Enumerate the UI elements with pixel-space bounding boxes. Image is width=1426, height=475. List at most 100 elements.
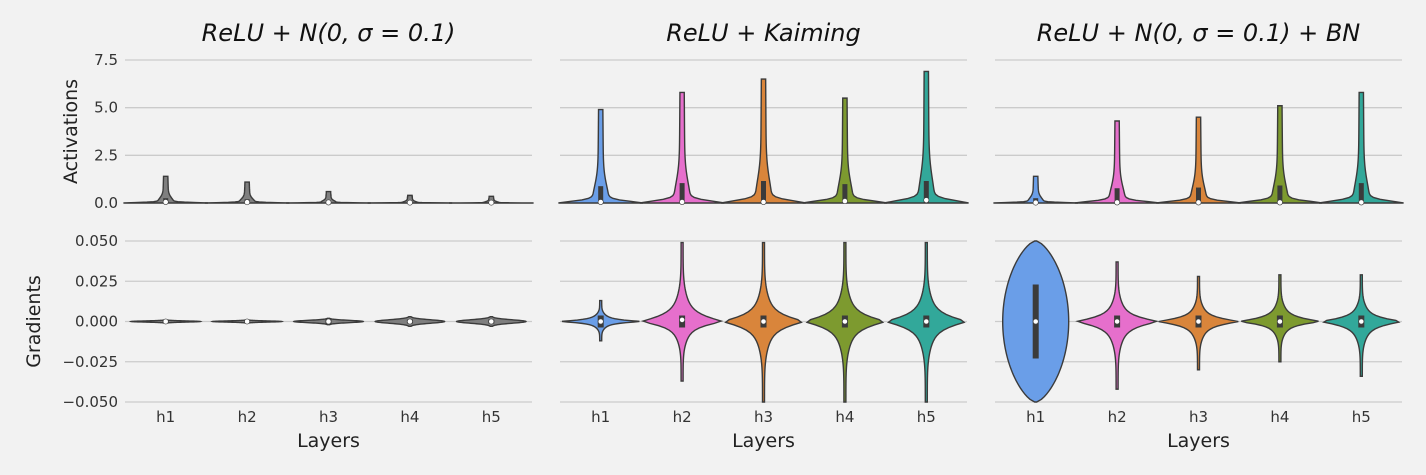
- box-activation-1-h4: [842, 184, 848, 203]
- violin-activation-2-h5: [1318, 91, 1404, 204]
- xlabel-0: Layers: [297, 430, 360, 452]
- ytick-gradients-2: 0.000: [75, 313, 118, 331]
- xlabel-2: Layers: [1167, 430, 1230, 452]
- xtick-2-h1: h1: [1026, 408, 1045, 426]
- median-activation-1-h2: [679, 199, 685, 205]
- violin-activation-2-h3: [1156, 116, 1241, 204]
- box-activation-1-h1: [598, 186, 604, 203]
- ytick-activations-3: 7.5: [94, 51, 118, 69]
- panel-title-2-part-5: = 0.1) +: [1208, 19, 1326, 47]
- ytick-activations-0: 0.0: [94, 194, 118, 212]
- median-activation-2-h5: [1358, 199, 1365, 206]
- panel-title-2-part-2: N: [1135, 19, 1153, 47]
- panel-title-0: ReLU + N(0, σ = 0.1): [202, 19, 456, 47]
- ylabel-gradients: Gradients: [23, 275, 45, 368]
- median-activation-1-h1: [597, 199, 604, 205]
- xtick-2-h5: h5: [1352, 408, 1371, 426]
- median-gradient-1-h5: [923, 318, 930, 325]
- median-gradient-0-h5: [488, 318, 495, 325]
- violin-activation-0-h4: [367, 194, 453, 204]
- violin-activation-0-h3: [286, 190, 371, 204]
- violin-activation-0-h1: [123, 175, 209, 204]
- median-activation-1-h3: [760, 199, 767, 205]
- violin-activation-1-h5: [883, 70, 969, 204]
- panel-title-0-part-0: ReLU: [202, 19, 265, 47]
- median-gradient-0-h2: [244, 318, 250, 325]
- ytick-gradients-0: −0.050: [62, 393, 118, 411]
- xtick-2-h4: h4: [1270, 408, 1289, 426]
- ytick-activations-1: 2.5: [94, 146, 118, 164]
- box-activation-1-h3: [761, 181, 766, 203]
- ytick-gradients-3: 0.025: [75, 272, 118, 290]
- ytick-gradients-4: 0.050: [75, 232, 118, 250]
- xtick-0-h2: h2: [238, 408, 257, 426]
- median-gradient-2-h5: [1358, 318, 1365, 325]
- median-gradient-1-h1: [597, 318, 604, 325]
- xtick-1-h4: h4: [835, 408, 854, 426]
- violin-activation-0-h2: [204, 181, 290, 204]
- median-gradient-1-h2: [679, 316, 685, 323]
- ytick-gradients-1: −0.025: [62, 353, 118, 371]
- median-activation-0-h3: [325, 199, 332, 206]
- median-activation-0-h4: [406, 199, 413, 206]
- violin-activation-1-h1: [558, 108, 644, 204]
- median-activation-2-h1: [1032, 199, 1039, 206]
- panel-title-2-part-3: (0,: [1152, 19, 1192, 47]
- median-gradient-0-h3: [325, 318, 332, 325]
- violin-activation-2-h1: [993, 175, 1079, 204]
- panel-title-0-part-5: = 0.1): [372, 19, 455, 47]
- panel-title-0-part-1: +: [264, 19, 299, 47]
- xtick-1-h2: h2: [673, 408, 692, 426]
- box-activation-1-h5: [923, 181, 929, 203]
- violin-activation-2-h2: [1074, 120, 1160, 204]
- median-activation-1-h5: [923, 197, 930, 204]
- median-activation-2-h4: [1277, 199, 1283, 206]
- xtick-1-h5: h5: [917, 408, 936, 426]
- xtick-0-h4: h4: [400, 408, 419, 426]
- panel-title-2-part-6: BN: [1326, 19, 1360, 47]
- ylabel-activations: Activations: [60, 79, 82, 184]
- panel-title-2-part-1: +: [1099, 19, 1134, 47]
- panel-title-2-part-0: ReLU: [1037, 19, 1100, 47]
- xtick-0-h3: h3: [319, 408, 338, 426]
- panel-title-1-part-2: Kaiming: [764, 19, 861, 47]
- panel-title-2: ReLU + N(0, σ = 0.1) + BN: [1037, 19, 1361, 47]
- median-gradient-2-h3: [1195, 318, 1202, 325]
- median-gradient-2-h4: [1277, 318, 1283, 325]
- violin-activation-2-h4: [1237, 105, 1323, 204]
- median-gradient-0-h4: [406, 318, 413, 325]
- xtick-1-h3: h3: [754, 408, 773, 426]
- ytick-activations-2: 5.0: [94, 99, 118, 117]
- panel-title-1: ReLU + Kaiming: [666, 19, 861, 47]
- xtick-2-h2: h2: [1108, 408, 1127, 426]
- panel-title-1-part-0: ReLU: [666, 19, 729, 47]
- violin-activation-0-h5: [448, 195, 534, 204]
- median-activation-0-h5: [488, 199, 495, 206]
- xtick-2-h3: h3: [1189, 408, 1208, 426]
- median-gradient-2-h2: [1114, 318, 1120, 325]
- panel-title-2-part-4: σ: [1192, 19, 1208, 47]
- violin-activation-1-h3: [721, 78, 806, 204]
- xtick-0-h5: h5: [482, 408, 501, 426]
- median-activation-0-h1: [162, 199, 169, 205]
- box-activation-2-h5: [1358, 183, 1364, 203]
- text-layer: 0.0 2.5 5.0 7.5 −0.050 −0.025 0.000 0.025 0.050 A…: [23, 19, 1371, 452]
- violin-layer: [123, 70, 1404, 403]
- median-activation-2-h3: [1195, 199, 1202, 206]
- xtick-0-h1: h1: [156, 408, 175, 426]
- box-activation-1-h2: [679, 183, 685, 203]
- box-activation-2-h2: [1114, 188, 1120, 203]
- median-activation-2-h2: [1114, 199, 1120, 206]
- xlabel-1: Layers: [732, 430, 795, 452]
- violin-gradient-1-h2: [640, 241, 724, 382]
- panel-title-1-part-1: +: [729, 19, 764, 47]
- box-activation-2-h3: [1196, 187, 1201, 203]
- panel-title-0-part-2: N: [299, 19, 317, 47]
- median-activation-1-h4: [842, 198, 848, 204]
- violin-activation-1-h2: [639, 91, 725, 204]
- median-gradient-2-h1: [1032, 318, 1039, 325]
- panel-title-0-part-4: σ: [357, 19, 373, 47]
- violin-activation-1-h4: [802, 97, 888, 204]
- median-gradient-0-h1: [162, 318, 169, 325]
